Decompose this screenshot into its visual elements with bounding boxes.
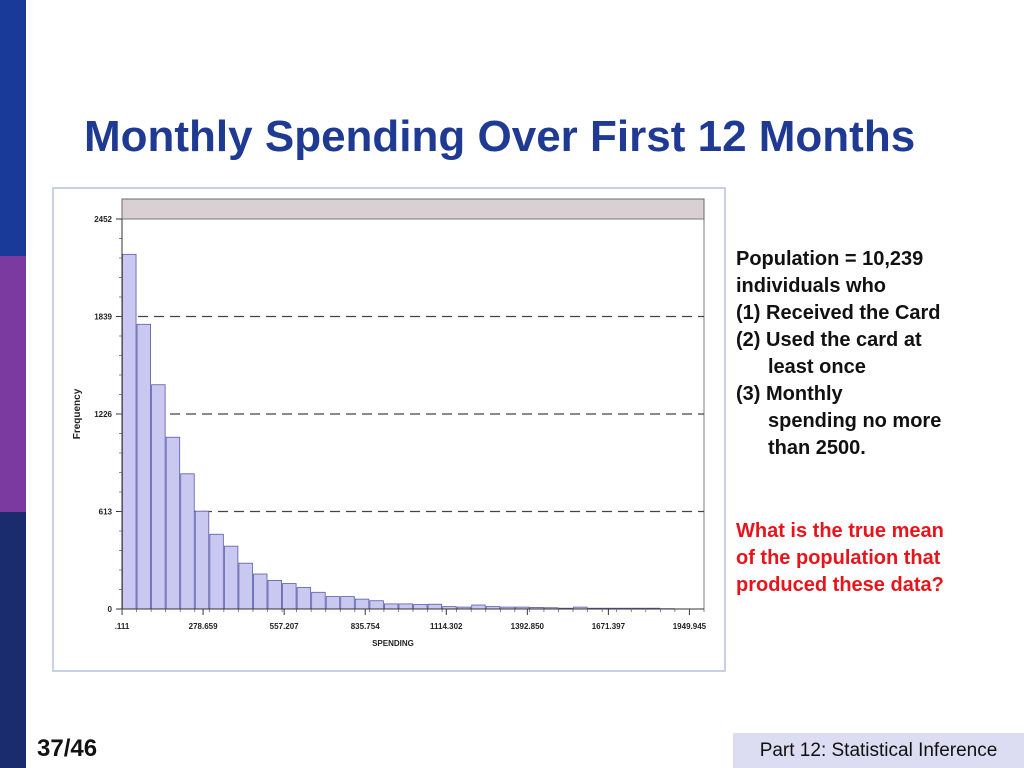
x-tick-label: 557.207: [270, 622, 299, 631]
histogram-bar: [413, 604, 428, 610]
population-notes: Population = 10,239 individuals who (1) …: [736, 246, 1016, 462]
histogram-bar: [325, 596, 341, 610]
histogram-chart: 0 613 1226 1839 2452 .111 278.659 557.207 835.75…: [52, 187, 726, 672]
histogram-bar: [165, 436, 181, 610]
page-number: 37/46: [37, 735, 98, 762]
note-line: spending no more: [768, 410, 942, 432]
histogram-svg: 0 613 1226 1839 2452 .111 278.659 557.207 835.75…: [72, 198, 707, 648]
histogram-bar: [340, 596, 355, 610]
histogram-bar: [267, 579, 282, 610]
note-line: (3) Monthly: [736, 383, 843, 405]
histogram-bar: [471, 604, 486, 610]
histogram-bar: [122, 253, 137, 610]
histogram-bar: [296, 587, 312, 610]
y-tick-label: 1226: [94, 410, 112, 419]
histogram-bar: [427, 603, 442, 610]
question-text: What is the true mean of the population …: [736, 518, 1016, 599]
note-line: least once: [768, 356, 866, 378]
note-line: individuals who: [736, 275, 887, 297]
x-axis-label: SPENDING: [372, 639, 414, 648]
note-line: (1) Received the Card: [736, 302, 941, 324]
x-tick-label: 1392.850: [511, 622, 545, 631]
footer-label: Part 12: Statistical Inference: [733, 733, 1024, 768]
histogram-bar: [151, 384, 166, 610]
y-axis-label: Frequency: [72, 388, 83, 439]
histogram-bar: [383, 603, 399, 610]
y-tick-label: 0: [108, 605, 113, 614]
x-tick-label: 278.659: [189, 622, 218, 631]
histogram-bar: [369, 600, 384, 610]
question-line: What is the true mean: [736, 520, 944, 542]
left-band-bottom: [0, 512, 26, 768]
question-line: produced these data?: [736, 574, 944, 596]
histogram-bar: [209, 533, 224, 610]
x-tick-label: .111: [115, 622, 130, 631]
histogram-bar: [136, 323, 152, 610]
question-line: of the population that: [736, 547, 941, 569]
chart-header-strip: [121, 198, 705, 220]
left-color-band: [0, 0, 26, 768]
histogram-bar: [180, 473, 195, 610]
histogram-bar: [223, 545, 239, 610]
histogram-bar: [253, 573, 268, 610]
left-band-top: [0, 0, 26, 256]
y-tick-label: 2452: [94, 215, 112, 224]
x-tick-label: 1949.945: [673, 622, 707, 631]
histogram-bar: [282, 583, 297, 610]
note-line: Population = 10,239: [736, 248, 924, 270]
histogram-bar: [354, 598, 370, 610]
histogram-bar: [398, 603, 413, 610]
y-tick-label: 613: [99, 508, 113, 517]
slide-title: Monthly Spending Over First 12 Months: [84, 112, 916, 161]
x-tick-label: 835.754: [351, 622, 380, 631]
histogram-bar: [311, 591, 326, 610]
left-band-middle: [0, 256, 26, 512]
histogram-bar: [238, 562, 253, 610]
x-tick-label: 1671.397: [592, 622, 626, 631]
histogram-bar: [194, 510, 210, 610]
note-line: than 2500.: [768, 437, 866, 459]
note-line: (2) Used the card at: [736, 329, 922, 351]
x-tick-label: 1114.302: [430, 622, 463, 631]
y-tick-label: 1839: [94, 313, 112, 322]
